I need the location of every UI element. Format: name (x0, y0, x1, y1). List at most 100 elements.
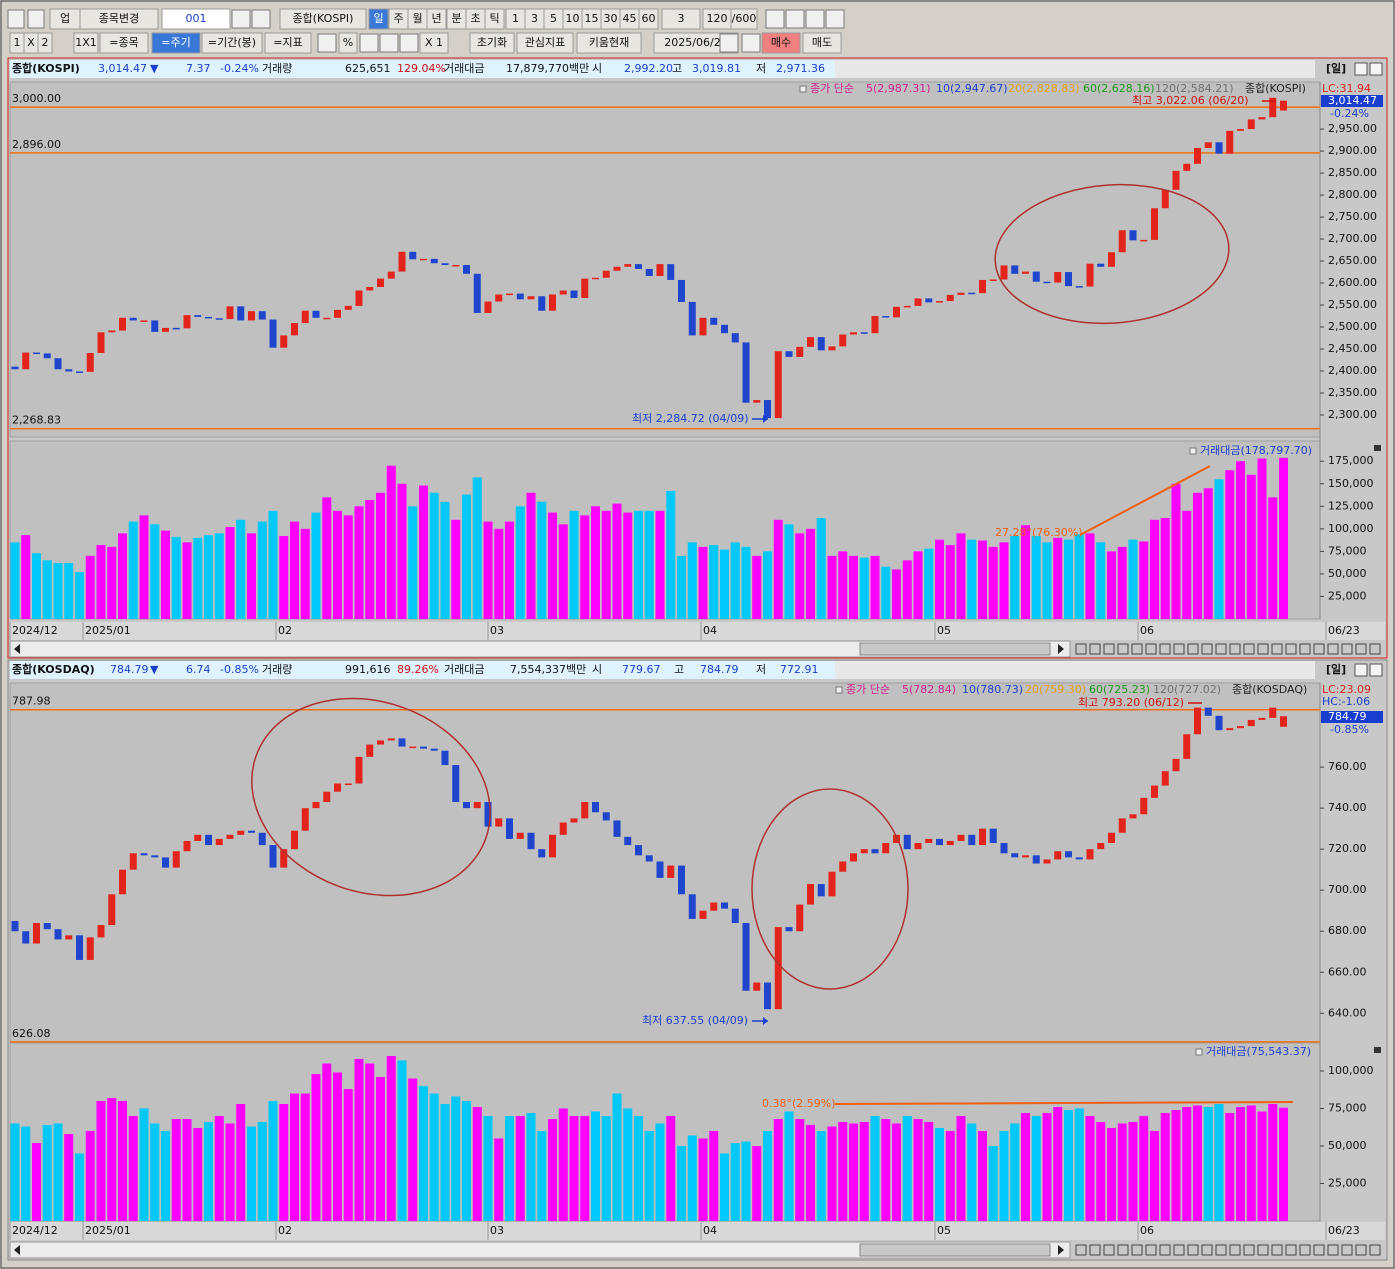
chart-tool-icon[interactable] (1243, 643, 1255, 655)
toolbar-label[interactable]: =종목 (109, 36, 138, 49)
toolbar-button[interactable] (761, 32, 801, 54)
toolbar-button[interactable] (338, 32, 358, 54)
chart-tool-icon[interactable] (1355, 643, 1367, 655)
chart-tool-icon[interactable] (1159, 643, 1171, 655)
toolbar-label[interactable]: =주기 (161, 36, 190, 49)
chart-tool-icon[interactable] (1313, 1244, 1325, 1256)
scroll-thumb[interactable] (859, 1243, 1051, 1257)
toolbar-label[interactable]: 60 (642, 12, 656, 25)
toolbar-label[interactable]: X 1 (425, 36, 443, 49)
chart-tool-icon[interactable] (1215, 643, 1227, 655)
toolbar-icon[interactable] (399, 33, 419, 53)
toolbar-label[interactable]: 매도 (812, 36, 832, 49)
chart-tool-icon[interactable] (1243, 1244, 1255, 1256)
chart-tool-icon[interactable] (1299, 643, 1311, 655)
toolbar-button[interactable] (576, 32, 642, 54)
toolbar-label[interactable]: =지표 (273, 36, 302, 49)
toolbar-label[interactable]: 매수 (771, 36, 791, 49)
chart-tool-icon[interactable] (1145, 643, 1157, 655)
toolbar-label[interactable]: =기간(봉) (208, 36, 256, 49)
toolbar-label[interactable]: 120 (707, 12, 728, 25)
toolbar-label[interactable]: 주 (393, 12, 403, 25)
scroll-right[interactable] (1058, 1245, 1064, 1255)
toolbar-label[interactable]: /600 (732, 12, 757, 25)
chart-tool-icon[interactable] (1145, 1244, 1157, 1256)
chart-tool-icon[interactable] (1369, 643, 1381, 655)
toolbar-label[interactable]: 30 (604, 12, 618, 25)
toolbar-label[interactable]: 1X1 (75, 36, 97, 49)
toolbar-label[interactable]: 15 (585, 12, 599, 25)
toolbar-button[interactable] (661, 8, 701, 30)
toolbar-icon[interactable] (317, 33, 337, 53)
toolbar-button[interactable] (419, 32, 449, 54)
toolbar-icon[interactable] (231, 9, 251, 29)
toolbar-label[interactable]: 업 (60, 12, 70, 25)
scrollbar[interactable] (9, 640, 1071, 658)
toolbar-button[interactable] (79, 8, 159, 30)
toolbar-button[interactable] (161, 8, 231, 30)
toolbar-button[interactable] (426, 8, 447, 30)
chart-tool-icon[interactable] (1215, 1244, 1227, 1256)
toolbar-label[interactable]: 3 (678, 12, 685, 25)
toolbar-label[interactable]: 초 (470, 12, 480, 25)
chart-tool-icon[interactable] (1103, 1244, 1115, 1256)
toolbar-label[interactable]: 종목변경 (99, 12, 139, 25)
toolbar-icon[interactable] (251, 9, 271, 29)
scroll-thumb[interactable] (859, 642, 1051, 656)
chart-tool-icon[interactable] (1187, 643, 1199, 655)
chart-tool-icon[interactable] (1117, 643, 1129, 655)
chart-tool-icon[interactable] (1131, 643, 1143, 655)
toolbar-label[interactable]: 종합(KOSPI) (293, 12, 354, 25)
chart-tool-icon[interactable] (1327, 643, 1339, 655)
chart-tool-icon[interactable] (1369, 1244, 1381, 1256)
chart-tool-icon[interactable] (1271, 1244, 1283, 1256)
toolbar-button[interactable] (469, 32, 515, 54)
toolbar-label[interactable]: 45 (623, 12, 637, 25)
toolbar-icon[interactable] (27, 9, 45, 29)
chart-tool-icon[interactable] (1257, 1244, 1269, 1256)
toolbar-label[interactable]: 관심지표 (525, 36, 565, 49)
toolbar-label[interactable]: 3 (531, 12, 538, 25)
toolbar-label[interactable]: X (27, 36, 35, 49)
chart-tool-icon[interactable] (1201, 643, 1213, 655)
chart-tool-icon[interactable] (1159, 1244, 1171, 1256)
toolbar-label[interactable]: 2 (42, 36, 49, 49)
toolbar-button[interactable] (151, 32, 201, 54)
toolbar-icon[interactable] (379, 33, 399, 53)
chart-tool-icon[interactable] (1103, 643, 1115, 655)
toolbar-icon[interactable] (719, 33, 739, 53)
chart-tool-icon[interactable] (1257, 643, 1269, 655)
toolbar-label[interactable]: 초기화 (477, 36, 507, 49)
chart-tool-icon[interactable] (1187, 1244, 1199, 1256)
toolbar-button[interactable] (516, 32, 574, 54)
chart-tool-icon[interactable] (1355, 1244, 1367, 1256)
chart-tool-icon[interactable] (1089, 643, 1101, 655)
chart-tool-icon[interactable] (1075, 1244, 1087, 1256)
chart-tool-icon[interactable] (1201, 1244, 1213, 1256)
window-button[interactable] (1354, 62, 1368, 76)
chart-tool-icon[interactable] (1131, 1244, 1143, 1256)
chart-tool-icon[interactable] (1299, 1244, 1311, 1256)
chart-tool-icon[interactable] (1229, 1244, 1241, 1256)
toolbar-label[interactable]: % (343, 36, 353, 49)
toolbar-label[interactable]: 키움현재 (589, 36, 629, 49)
scroll-left[interactable] (14, 644, 20, 654)
chart-tool-icon[interactable] (1089, 1244, 1101, 1256)
toolbar-button[interactable] (279, 8, 367, 30)
window-button[interactable] (1369, 62, 1383, 76)
toolbar-label[interactable]: 월 (412, 12, 422, 25)
toolbar-label[interactable]: 5 (550, 12, 557, 25)
toolbar-button[interactable] (99, 32, 149, 54)
toolbar-button[interactable] (201, 32, 263, 54)
scroll-left[interactable] (14, 1245, 20, 1255)
chart-tool-icon[interactable] (1285, 643, 1297, 655)
window-button[interactable] (1369, 663, 1383, 677)
toolbar-button[interactable] (368, 8, 389, 30)
toolbar-label[interactable]: 1 (14, 36, 21, 49)
toolbar-button[interactable] (264, 32, 312, 54)
toolbar-icon[interactable] (359, 33, 379, 53)
toolbar-label[interactable]: 2025/06/23 (664, 36, 727, 49)
chart-tool-icon[interactable] (1327, 1244, 1339, 1256)
window-button[interactable] (1354, 663, 1368, 677)
toolbar-icon[interactable] (7, 9, 25, 29)
